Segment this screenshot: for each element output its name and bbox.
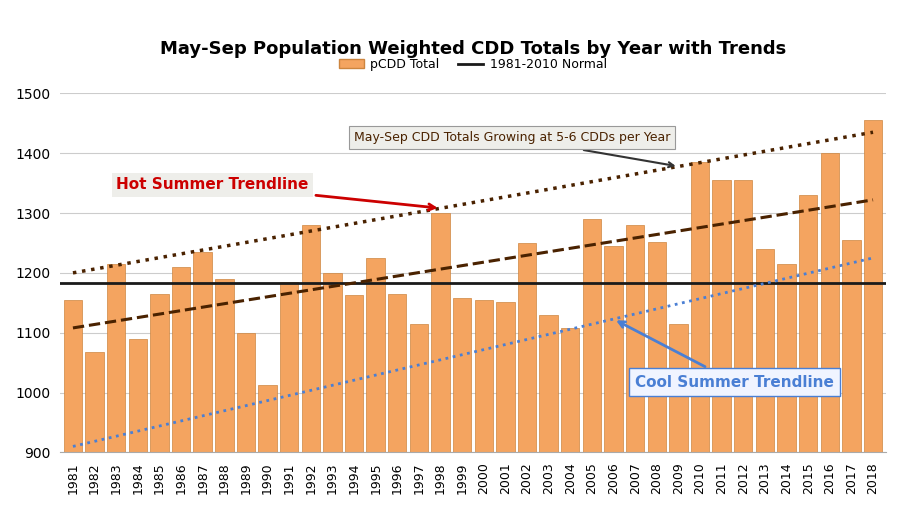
Bar (150, 294, 168, 453)
Bar (237, 333, 255, 453)
Bar (864, 120, 882, 453)
Bar (215, 279, 233, 453)
Bar (345, 295, 363, 453)
Text: Cool Summer Trendline: Cool Summer Trendline (619, 322, 834, 389)
Bar (540, 315, 558, 453)
Text: May-Sep CDD Totals Growing at 5-6 CDDs per Year: May-Sep CDD Totals Growing at 5-6 CDDs p… (354, 131, 673, 167)
Bar (691, 162, 709, 453)
Bar (799, 195, 817, 453)
Bar (86, 352, 104, 453)
Bar (259, 385, 277, 453)
Bar (626, 225, 644, 453)
Bar (280, 282, 298, 453)
Bar (432, 213, 450, 453)
Bar (129, 338, 147, 453)
Bar (842, 240, 860, 453)
Bar (64, 300, 82, 453)
Bar (821, 153, 839, 453)
Bar (518, 243, 536, 453)
Bar (496, 302, 514, 453)
Bar (605, 246, 623, 453)
Bar (323, 273, 341, 453)
Bar (648, 242, 666, 453)
Bar (561, 328, 579, 453)
Bar (734, 180, 752, 453)
Bar (367, 258, 385, 453)
Bar (194, 252, 212, 453)
Bar (107, 264, 125, 453)
Legend: pCDD Total, 1981-2010 Normal: pCDD Total, 1981-2010 Normal (334, 53, 612, 76)
Bar (388, 294, 406, 453)
Bar (756, 249, 774, 453)
Bar (713, 180, 731, 453)
Bar (669, 324, 687, 453)
Bar (410, 324, 428, 453)
Bar (302, 225, 320, 453)
Bar (172, 267, 190, 453)
Bar (475, 300, 493, 453)
Bar (583, 219, 601, 453)
Text: Hot Summer Trendline: Hot Summer Trendline (116, 177, 434, 210)
Bar (778, 264, 796, 453)
Bar (453, 298, 471, 453)
Title: May-Sep Population Weighted CDD Totals by Year with Trends: May-Sep Population Weighted CDD Totals b… (159, 40, 786, 59)
